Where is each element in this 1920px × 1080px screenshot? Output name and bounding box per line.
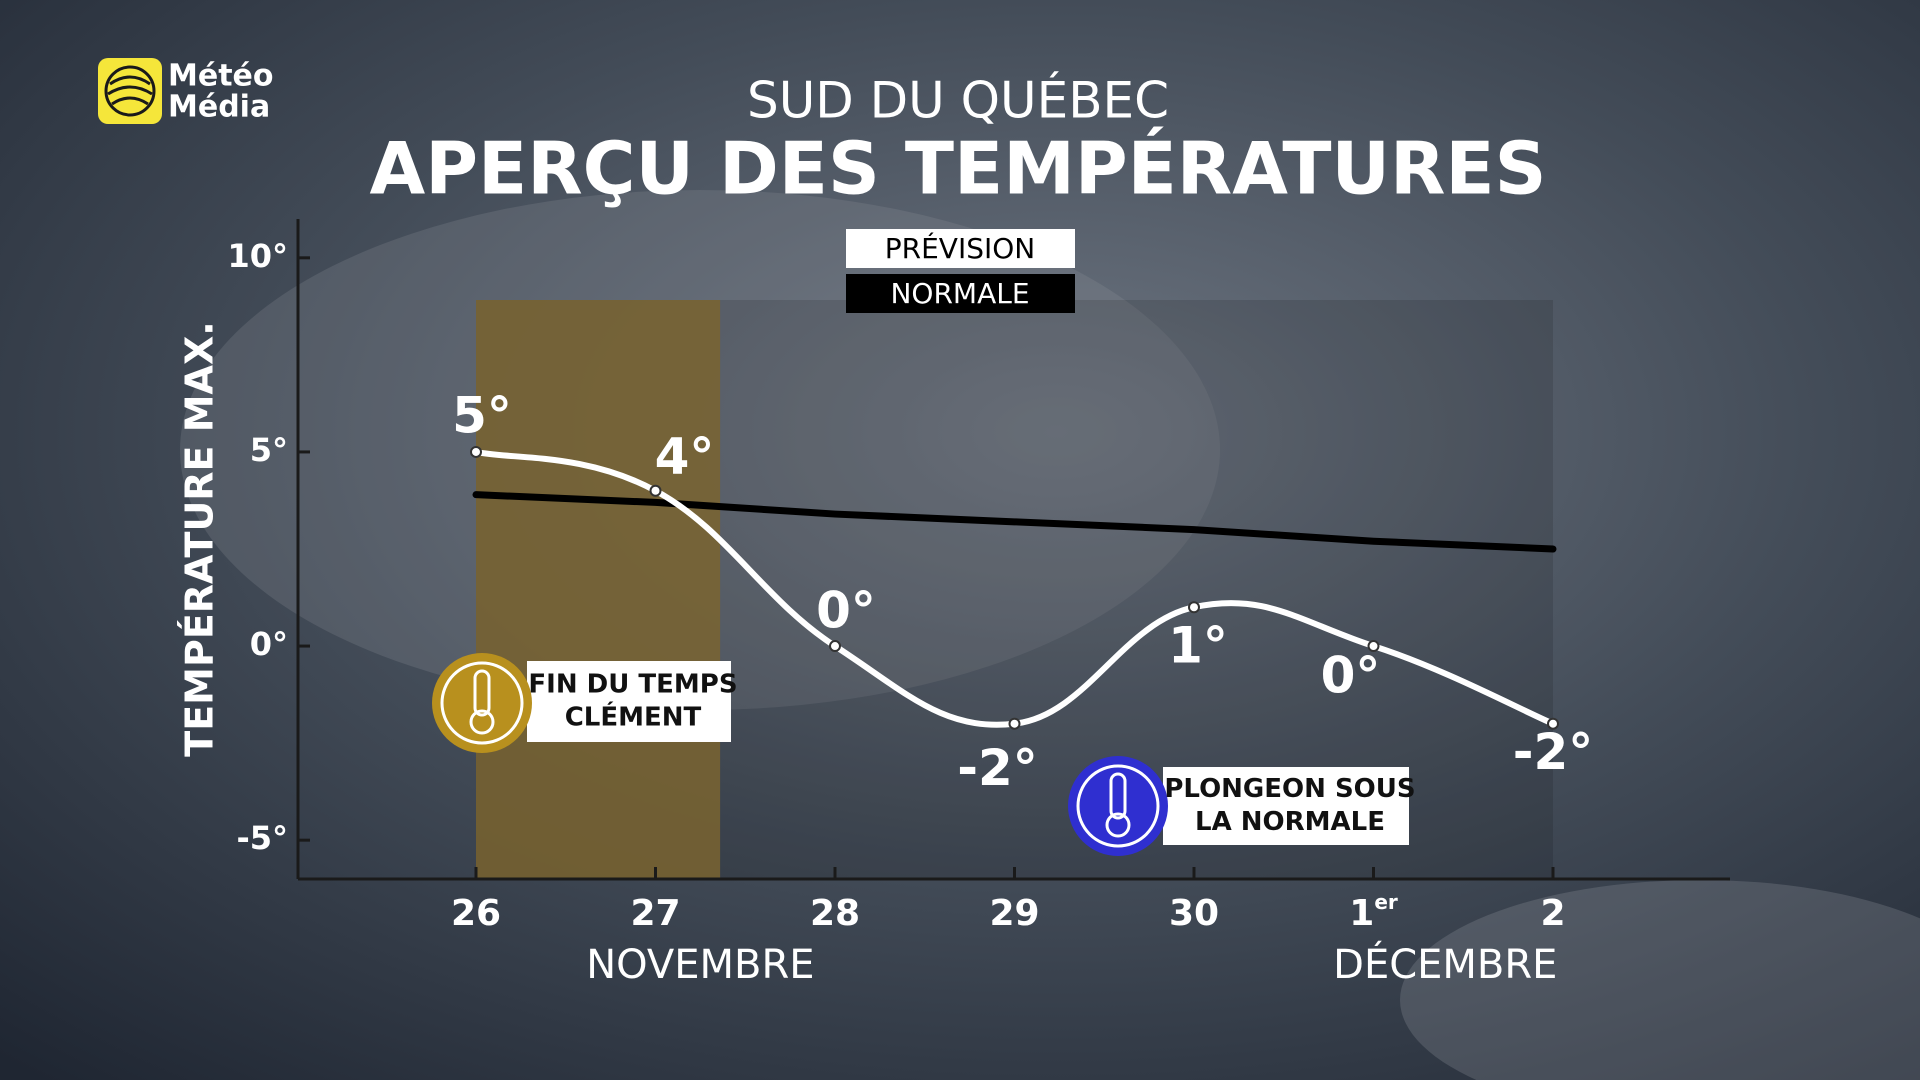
series-line [472, 491, 1557, 553]
callout-icon-ring [440, 661, 524, 745]
x-tick-label: 26 [451, 893, 501, 934]
data-point [1008, 717, 1021, 730]
callout-box [1163, 767, 1409, 845]
data-label: 1° [1168, 617, 1228, 675]
callout-text: CLÉMENT [565, 701, 702, 733]
x-group-label: NOVEMBRE [586, 942, 814, 988]
x-tick-label: 27 [630, 893, 680, 934]
logo-lines [107, 75, 153, 106]
callout-text: LA NORMALE [1195, 807, 1385, 837]
data-label: -2° [1513, 723, 1594, 781]
callout-icon-ring [1076, 764, 1160, 848]
x-tick-label: 28 [810, 893, 860, 934]
y-tick-label: 0° [250, 625, 288, 663]
data-label: 5° [452, 386, 512, 444]
data-point [1367, 640, 1380, 653]
chart-subtitle: SUD DU QUÉBEC [747, 71, 1169, 130]
data-point [649, 484, 662, 497]
thermometer-bulb [469, 709, 495, 735]
logo-text: Météo [168, 59, 274, 94]
data-label: 0° [816, 582, 876, 640]
legend-swatch [846, 274, 1075, 313]
legend-label: NORMALE [890, 277, 1029, 310]
x-tick-label: 29 [989, 893, 1039, 934]
callout-icon [432, 653, 532, 753]
callout-icon [1068, 756, 1168, 856]
data-label: 4° [655, 427, 715, 485]
legend-swatch [846, 229, 1075, 268]
thermometer [473, 669, 491, 717]
callout-text: PLONGEON SOUS [1164, 774, 1415, 804]
data-point [470, 445, 482, 458]
logo: Météo Média [98, 58, 274, 125]
x-tick-label: 2 [1540, 893, 1565, 934]
chart-title: APERÇU DES TEMPÉRATURES [370, 127, 1547, 211]
y-tick-label: 5° [250, 431, 288, 469]
plot-background [476, 300, 1553, 879]
data-label: -2° [957, 739, 1038, 797]
logo-globe [104, 65, 156, 117]
data-point [1188, 601, 1200, 614]
y-axis-label: TEMPÉRATURE MAX. [178, 321, 222, 756]
data-label: 0° [1321, 647, 1381, 705]
callout-box [527, 661, 731, 742]
callout-text: FIN DU TEMPS [528, 670, 737, 700]
x-tick-label: 30 [1169, 893, 1219, 934]
y-tick-label: -5° [236, 819, 288, 857]
cloud [1400, 880, 1920, 1080]
data-point [829, 640, 841, 653]
thermometer-bulb [1105, 812, 1131, 838]
logo-text: Média [168, 90, 270, 125]
legend-label: PRÉVISION [885, 231, 1035, 265]
thermometer [1109, 772, 1127, 820]
highlight-band [476, 300, 721, 879]
y-tick-label: 10° [227, 237, 288, 275]
x-group-label: DÉCEMBRE [1333, 940, 1557, 988]
data-point [1547, 717, 1559, 730]
x-tick-label: 1er [1349, 890, 1398, 935]
